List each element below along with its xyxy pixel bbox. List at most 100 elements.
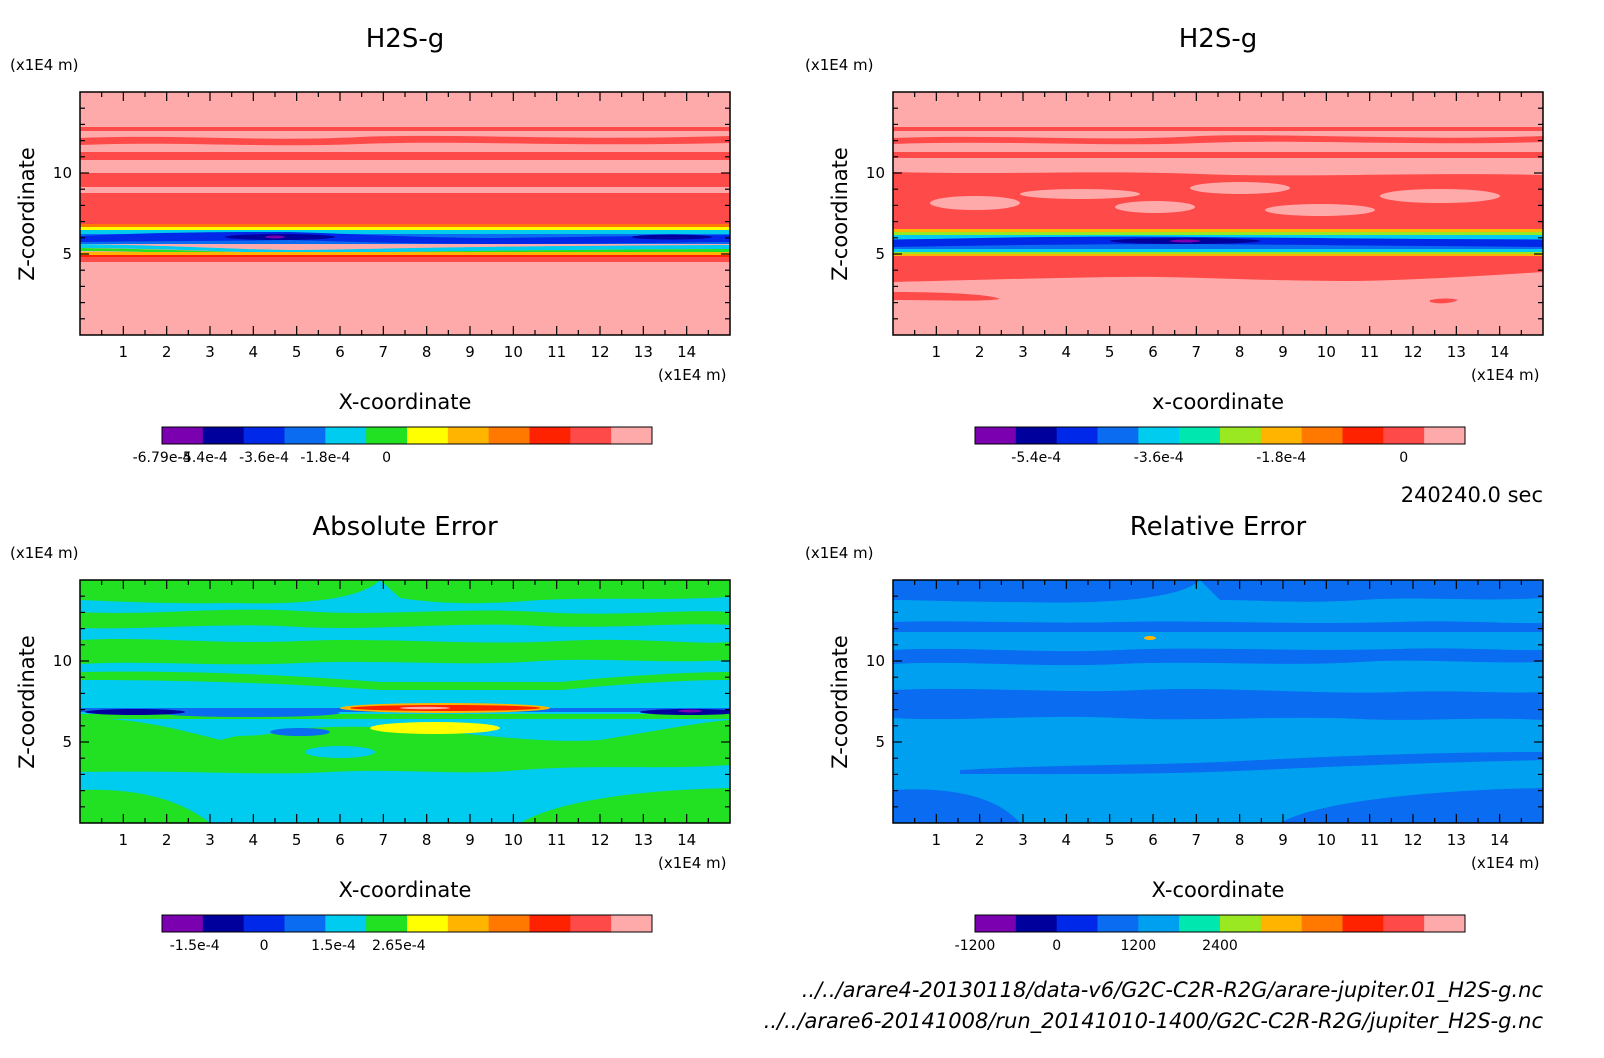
x-tick-label: 12 [590,831,609,849]
x-tick-label: 9 [465,831,475,849]
x-tick-label: 8 [1235,831,1245,849]
colorbar-swatch [1220,427,1262,444]
colorbar-swatch [1097,915,1139,932]
y-unit-label: (x1E4 m) [805,56,874,74]
colorbar-label: 2400 [1202,938,1238,954]
y-unit-label: (x1E4 m) [10,56,79,74]
colorbar-frame [161,914,653,933]
colorbar-frame [161,426,653,445]
contour-field [893,92,1543,335]
colorbar-swatch [284,427,326,444]
x-tick-label: 3 [205,831,215,849]
x-unit-label: (x1E4 m) [1471,854,1540,872]
panel-title: H2S-g [366,24,444,54]
y-tick-label: 5 [875,245,885,263]
panel-title: Absolute Error [312,512,498,542]
colorbar-swatch [529,915,571,932]
x-tick-label: 10 [1317,831,1336,849]
y-tick-label: 10 [53,652,72,670]
x-tick-label: 11 [1360,343,1379,361]
colorbar-swatch [407,915,449,932]
colorbar-swatch [243,427,285,444]
x-tick-label: 13 [1447,343,1466,361]
colorbar-label: -5.4e-4 [178,450,228,466]
x-tick-label: 8 [422,831,432,849]
colorbar-swatch [488,427,530,444]
colorbar-swatch [488,915,530,932]
y-tick-label: 10 [53,164,72,182]
x-unit-label: (x1E4 m) [658,854,727,872]
colorbar-swatch [1301,915,1343,932]
y-axis-label: Z-coordinate [828,635,852,769]
contour-field [80,580,730,823]
y-unit-label: (x1E4 m) [805,544,874,562]
colorbar-swatch [1342,915,1384,932]
x-tick-label: 10 [504,343,523,361]
x-tick-label: 11 [1360,831,1379,849]
colorbar-swatch [325,915,367,932]
x-tick-label: 2 [162,831,172,849]
x-tick-label: 10 [504,831,523,849]
x-tick-label: 9 [1278,343,1288,361]
colorbar-label: 0 [260,938,269,954]
colorbar-label: 1200 [1121,938,1157,954]
colorbar-label: -1200 [955,938,996,954]
colorbar-swatch [975,427,1017,444]
x-tick-label: 3 [1018,343,1028,361]
x-tick-label: 9 [1278,831,1288,849]
x-tick-label: 7 [1192,831,1202,849]
colorbar-swatch [284,915,326,932]
colorbar-swatch [611,915,653,932]
colorbar-label: -3.6e-4 [239,450,289,466]
x-tick-label: 13 [1447,831,1466,849]
timestamp-label: 240240.0 sec [1401,483,1543,507]
colorbar-swatch [1097,427,1139,444]
x-tick-label: 8 [422,343,432,361]
contour-field [80,92,730,335]
x-tick-label: 14 [1490,831,1509,849]
colorbar-swatch [1056,427,1098,444]
x-tick-label: 4 [249,831,259,849]
x-tick-label: 2 [975,831,985,849]
x-tick-label: 11 [547,831,566,849]
x-unit-label: (x1E4 m) [1471,366,1540,384]
colorbar-swatch [1138,915,1180,932]
colorbar-swatch [1342,427,1384,444]
x-tick-label: 1 [119,343,129,361]
source-file-a: ../../arare4-20130118/data-v6/G2C-C2R-R2… [802,978,1544,1003]
colorbar-label: -1.8e-4 [300,450,350,466]
colorbar-swatch [1179,915,1221,932]
x-axis-label: X-coordinate [339,390,472,414]
colorbar-label: -1.8e-4 [1256,450,1306,466]
x-axis-label: X-coordinate [1152,878,1285,902]
x-tick-label: 4 [1062,831,1072,849]
colorbar-swatch [202,427,245,444]
x-tick-label: 13 [634,831,653,849]
colorbar-swatch [407,427,449,444]
colorbar: -1200 0 1200 2400 [955,914,1466,954]
y-tick-label: 5 [875,733,885,751]
x-tick-label: 1 [119,831,129,849]
x-tick-label: 6 [1148,343,1158,361]
x-tick-label: 13 [634,343,653,361]
x-tick-label: 6 [1148,831,1158,849]
colorbar-frame [974,914,1466,933]
x-unit-label: (x1E4 m) [658,366,727,384]
colorbar-swatch [162,915,204,932]
colorbar-swatch [162,427,204,444]
y-tick-label: 10 [866,164,885,182]
y-axis-label: Z-coordinate [15,635,39,769]
panel-h2s-g-right: H2S-g (x1E4 m) [805,24,1544,466]
colorbar-swatch [1056,915,1098,932]
colorbar-swatch [570,427,612,444]
colorbar-swatch [1220,915,1262,932]
colorbar-swatch [202,915,245,932]
x-tick-label: 2 [162,343,172,361]
y-axis-label: Z-coordinate [15,147,39,281]
x-tick-label: 7 [379,831,389,849]
x-tick-label: 5 [1105,343,1115,361]
x-tick-label: 1 [932,343,942,361]
